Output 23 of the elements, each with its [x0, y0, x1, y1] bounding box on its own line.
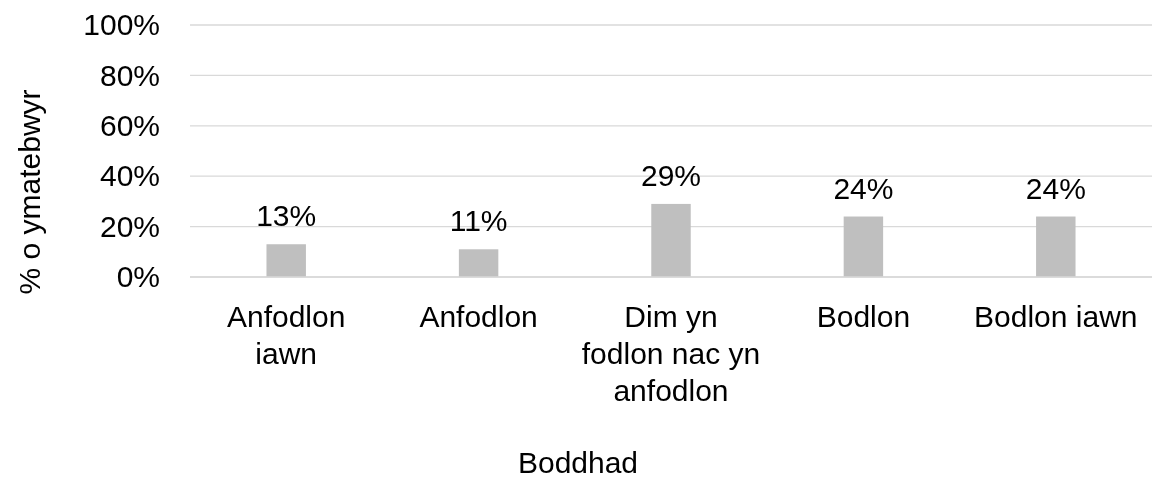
data-label: 24% [833, 171, 894, 205]
data-label: 11% [449, 204, 508, 238]
y-axis-title: % o ymatebwyr [13, 89, 46, 295]
bar [458, 249, 499, 277]
x-tick-label: Anfodlon iawn [226, 300, 346, 370]
bar [843, 216, 884, 277]
y-tick-label: 60% [99, 108, 160, 142]
bar [266, 244, 306, 277]
y-tick-label: 100% [83, 8, 160, 42]
data-label: 13% [256, 199, 317, 233]
y-tick-label: 0% [116, 260, 160, 294]
x-tick-label: Bodlon iawn [974, 300, 1138, 333]
x-tick-label: Anfodlon [419, 300, 538, 333]
x-axis-title: Boddhad [517, 446, 639, 479]
y-tick-label: 80% [99, 58, 160, 92]
bar [1036, 216, 1076, 277]
y-tick-label: 40% [99, 159, 160, 193]
bar [651, 203, 691, 277]
data-label: 29% [640, 158, 702, 192]
x-tick-label: Bodlon [816, 300, 911, 333]
data-label: 24% [1025, 171, 1086, 205]
x-tick-label: Dim yn fodlon nac yn anfodlon [581, 300, 761, 407]
y-tick-label: 20% [99, 209, 160, 243]
